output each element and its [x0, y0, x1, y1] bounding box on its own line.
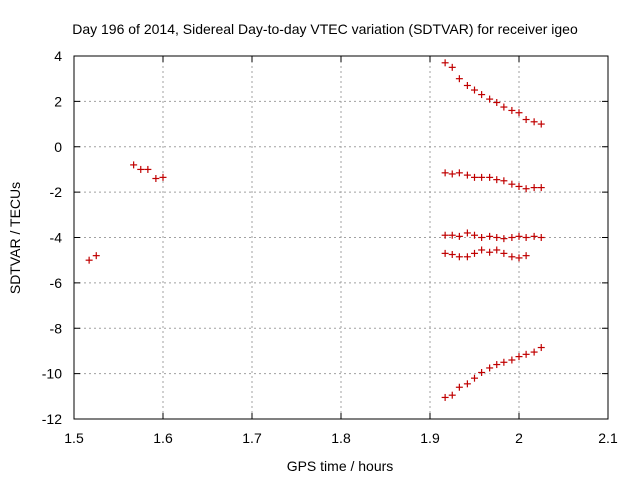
y-tick-label: -2 [50, 184, 63, 200]
data-point [448, 251, 456, 259]
data-point [493, 176, 501, 184]
data-point [530, 348, 538, 356]
data-point [137, 165, 145, 173]
data-point [522, 116, 530, 124]
data-point [463, 229, 471, 237]
data-point [478, 246, 486, 254]
data-point [493, 99, 501, 107]
data-point [441, 231, 449, 239]
data-point [537, 344, 545, 352]
data-point [530, 184, 538, 192]
data-point [463, 171, 471, 179]
data-point [493, 234, 501, 241]
y-tick-label: -8 [50, 320, 63, 336]
data-point [486, 364, 494, 372]
data-point [455, 232, 463, 240]
data-point [448, 231, 456, 239]
x-tick-label: 1.6 [153, 430, 173, 446]
data-point [537, 234, 545, 241]
x-tick-label: 1.8 [331, 430, 351, 446]
data-point [493, 361, 501, 369]
data-point [85, 256, 93, 264]
data-point [486, 95, 494, 103]
data-point [441, 169, 449, 177]
x-axis-label: GPS time / hours [287, 458, 394, 474]
data-point [478, 91, 486, 99]
data-point [522, 350, 530, 358]
chart-title: Day 196 of 2014, Sidereal Day-to-day VTE… [72, 21, 578, 37]
data-point [471, 173, 478, 181]
data-point [130, 161, 138, 169]
data-point [448, 391, 456, 399]
data-point [537, 120, 545, 128]
data-point [463, 81, 471, 89]
data-point [493, 246, 501, 254]
data-point [500, 235, 508, 243]
data-point [471, 374, 478, 382]
axis-ticks [73, 55, 609, 420]
x-tick-label: 1.7 [242, 430, 262, 446]
data-point [159, 173, 167, 181]
y-tick-labels: -12 -10 -8 -6 -4 -2 0 2 4 [42, 48, 62, 427]
data-point [478, 173, 486, 181]
data-point [515, 254, 523, 262]
data-point [515, 353, 523, 361]
data-point [448, 170, 456, 178]
data-point [537, 184, 545, 192]
data-point [441, 393, 449, 401]
data-point [486, 248, 494, 256]
data-point [500, 249, 508, 257]
data-point [463, 380, 471, 388]
x-tick-labels: 1.5 1.6 1.7 1.8 1.9 2 2.1 [64, 430, 618, 446]
data-point [448, 63, 456, 71]
y-tick-label: -10 [42, 366, 62, 382]
data-point [522, 252, 530, 260]
y-tick-label: -6 [50, 275, 63, 291]
data-point [508, 253, 516, 261]
data-point [478, 234, 486, 241]
y-tick-label: 4 [54, 48, 62, 64]
data-points [85, 59, 545, 401]
data-point [508, 356, 516, 364]
data-point [441, 249, 449, 257]
data-point [486, 232, 494, 240]
data-point [508, 180, 516, 188]
y-tick-label: -4 [50, 230, 63, 246]
data-point [515, 182, 523, 190]
y-axis-label: SDTVAR / TECUs [7, 182, 23, 294]
x-tick-label: 2.1 [598, 430, 618, 446]
data-point [92, 252, 100, 260]
x-tick-label: 1.9 [420, 430, 440, 446]
data-point [530, 118, 538, 126]
data-point [455, 253, 463, 261]
y-tick-label: 0 [54, 139, 62, 155]
data-point [152, 175, 160, 183]
data-point [463, 253, 471, 261]
y-tick-label: -12 [42, 411, 62, 427]
data-point [500, 177, 508, 185]
data-point [455, 383, 463, 391]
data-point [522, 185, 530, 193]
data-point [486, 173, 494, 181]
data-point [455, 75, 463, 83]
data-point [478, 368, 486, 376]
data-point [508, 106, 516, 114]
data-point [441, 59, 449, 67]
data-point [522, 234, 530, 241]
data-point [471, 249, 478, 257]
data-point [455, 169, 463, 177]
data-point [500, 358, 508, 366]
data-point [471, 231, 478, 239]
data-point [471, 86, 478, 94]
y-tick-label: 2 [54, 93, 62, 109]
x-tick-label: 1.5 [64, 430, 84, 446]
data-point [508, 234, 516, 241]
x-tick-label: 2 [515, 430, 523, 446]
data-point [500, 103, 508, 111]
data-point [144, 165, 152, 173]
data-point [515, 232, 523, 240]
data-point [530, 232, 538, 240]
data-point [515, 109, 523, 117]
